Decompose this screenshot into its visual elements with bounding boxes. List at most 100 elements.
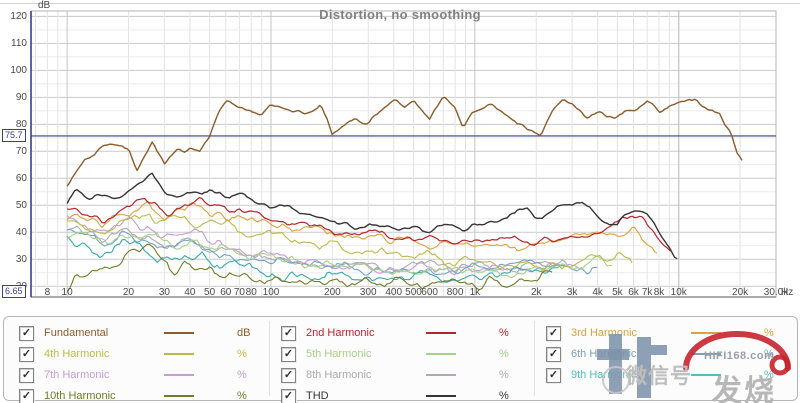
x-tick-label: 5k	[612, 287, 623, 298]
legend-label: 3rd Harmonic	[571, 327, 638, 339]
series-curve-10th-harmonic	[66, 243, 553, 292]
legend-checkbox-5th-harmonic[interactable]: ✓	[281, 346, 296, 362]
x-tick-label: 200	[324, 287, 341, 298]
x-tick-label: 400	[385, 287, 403, 298]
legend-panel: ✓ Fundamental dB ✓ 4th Harmonic% ✓ 7th Harmoni…	[3, 316, 798, 403]
y-tick-label: 50	[15, 200, 27, 212]
legend-line-swatch	[691, 332, 721, 334]
x-tick-label: 70	[233, 287, 245, 298]
legend-row-7th-harmonic: ✓ 7th Harmonic%	[13, 365, 269, 385]
legend-line-swatch	[426, 353, 456, 355]
legend-checkbox-thd[interactable]: ✓	[281, 388, 296, 403]
y-tick-label: 80	[15, 119, 27, 131]
legend-unit: %	[764, 327, 774, 339]
legend-checkbox-4th-harmonic[interactable]: ✓	[19, 346, 34, 362]
legend-label: 5th Harmonic	[306, 348, 372, 360]
legend-unit: %	[237, 369, 247, 381]
legend-checkbox-2nd-harmonic[interactable]: ✓	[281, 325, 296, 341]
legend-row-10th-harmonic: ✓ 10th Harmonic%	[13, 386, 269, 403]
legend-unit: %	[499, 369, 509, 381]
legend-unit: %	[237, 348, 247, 360]
series-curve-9th-harmonic	[66, 235, 563, 283]
x-tick-label: 7k	[641, 287, 653, 298]
legend-divider	[269, 321, 270, 396]
legend-divider	[534, 321, 535, 396]
series-curve-2nd-harmonic	[67, 197, 673, 253]
plot-area[interactable]	[0, 0, 800, 318]
legend-unit: %	[499, 327, 509, 339]
legend-label: Fundamental	[44, 327, 109, 339]
y-axis-unit-label: dB	[38, 0, 51, 11]
y-tick-label: 40	[15, 227, 27, 239]
x-tick-label: 20	[122, 287, 135, 298]
series-curve-3rd-harmonic	[66, 201, 658, 254]
legend-row-6th-harmonic: ✓ 6th Harmonic%	[540, 344, 796, 364]
legend-checkbox-7th-harmonic[interactable]: ✓	[19, 367, 34, 383]
legend-line-swatch	[691, 353, 721, 355]
x-tick-label: 3k	[566, 287, 578, 298]
x-tick-label: 2k	[530, 287, 542, 298]
x-tick-label: 40	[184, 287, 196, 298]
plot-border	[30, 10, 777, 298]
legend-checkbox-10th-harmonic[interactable]: ✓	[19, 388, 34, 403]
legend-unit: %	[237, 390, 247, 402]
legend-unit: dB	[237, 327, 251, 339]
legend-row-3rd-harmonic: ✓ 3rd Harmonic%	[540, 323, 796, 343]
legend-checkbox-8th-harmonic[interactable]: ✓	[281, 367, 296, 383]
cursor-frequency-readout: 6.65	[2, 285, 26, 298]
y-tick-label: 90	[15, 92, 27, 104]
legend-line-swatch	[164, 353, 194, 355]
legend-label: THD	[306, 390, 329, 402]
x-tick-label: 1k	[469, 287, 481, 298]
series-curve-8th-harmonic	[66, 225, 573, 273]
x-tick-label: 800	[446, 287, 464, 298]
series-curve-6th-harmonic	[67, 228, 598, 276]
x-tick-label: 600	[421, 287, 438, 298]
legend-label: 6th Harmonic	[571, 348, 637, 360]
y-tick-label: 100	[10, 65, 27, 77]
legend-unit: %	[764, 348, 774, 360]
y-tick-label: 110	[11, 38, 27, 50]
legend-row-5th-harmonic: ✓ 5th Harmonic%	[275, 344, 531, 364]
chart-title: Distortion, no smoothing	[319, 7, 481, 22]
x-tick-label: 4k	[592, 287, 603, 298]
x-tick-label: 80	[245, 287, 257, 298]
legend-unit: %	[499, 348, 509, 360]
legend-label: 10th Harmonic	[44, 390, 116, 402]
x-tick-label: 100	[262, 287, 280, 298]
y-tick-label: 30	[15, 254, 27, 266]
legend-checkbox-9th-harmonic[interactable]: ✓	[546, 367, 561, 383]
legend-checkbox-fundamental[interactable]: ✓	[19, 325, 34, 341]
legend-label: 2nd Harmonic	[306, 327, 375, 339]
x-tick-label: 50	[204, 287, 216, 298]
legend-line-swatch	[426, 332, 456, 334]
series-curve-4th-harmonic	[67, 213, 633, 270]
series-curve-fundamental	[66, 96, 743, 187]
legend-line-swatch	[164, 374, 194, 376]
y-tick-label: 60	[15, 173, 27, 185]
series-curve-5th-harmonic	[66, 231, 613, 279]
legend-checkbox-6th-harmonic[interactable]: ✓	[546, 346, 561, 362]
x-tick-label: 8	[44, 287, 51, 298]
x-tick-label: 6k	[628, 287, 639, 298]
legend-line-swatch	[164, 395, 194, 397]
legend-line-swatch	[426, 374, 456, 376]
x-axis-unit-label: Hz	[781, 287, 794, 298]
x-tick-label: 300	[359, 287, 377, 298]
x-tick-label: 8k	[653, 287, 665, 298]
legend-checkbox-3rd-harmonic[interactable]: ✓	[546, 325, 561, 341]
distortion-chart: Distortion, no smoothing dB 120 110 100 90 8…	[0, 0, 800, 318]
legend-label: 8th Harmonic	[306, 369, 372, 381]
legend-line-swatch	[164, 332, 194, 334]
window-top-border	[0, 3, 800, 4]
x-tick-label: 10	[61, 287, 73, 298]
y-tick-label: 120	[10, 11, 27, 23]
legend-label: 9th Harmonic	[571, 369, 637, 381]
x-tick-label: 60	[220, 287, 232, 298]
legend-row-4th-harmonic: ✓ 4th Harmonic%	[13, 344, 269, 364]
legend-row-fundamental: ✓ Fundamental dB	[13, 323, 269, 343]
legend-row-8th-harmonic: ✓ 8th Harmonic%	[275, 365, 531, 385]
series-curve-thd	[66, 172, 678, 260]
legend-line-swatch	[426, 395, 456, 397]
